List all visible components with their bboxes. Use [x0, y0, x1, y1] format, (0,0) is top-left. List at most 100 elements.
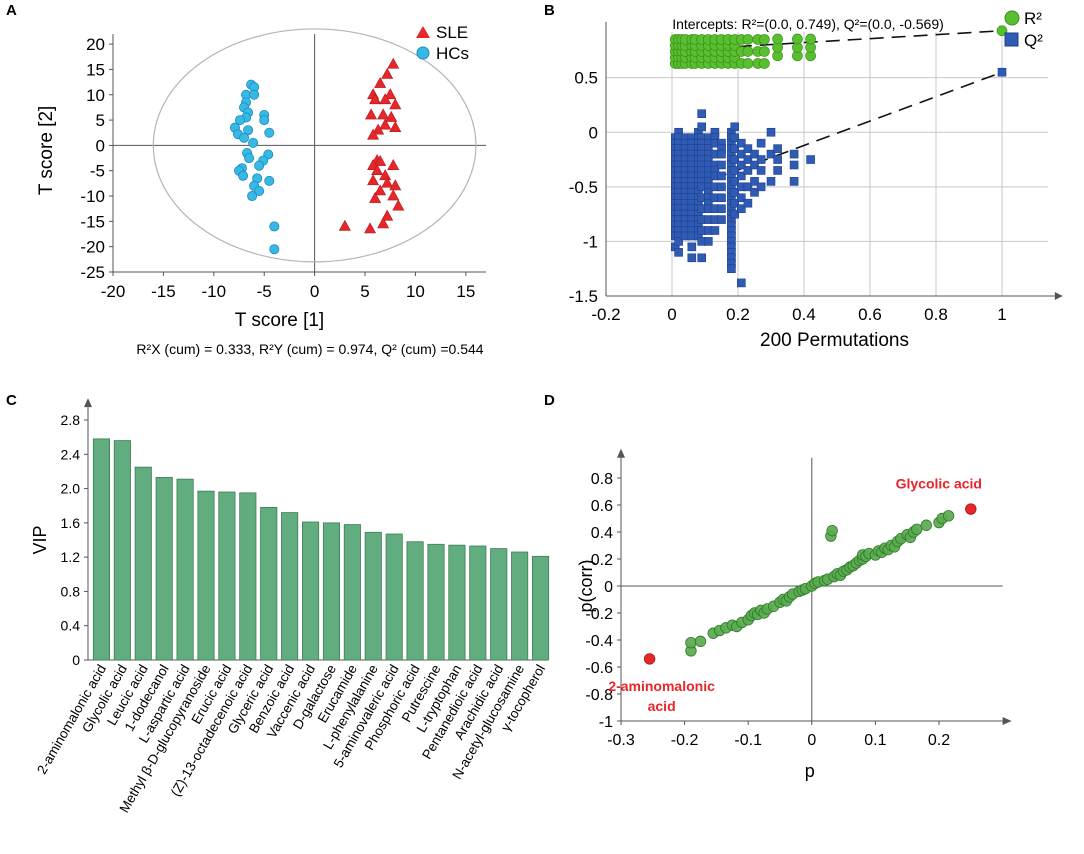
x-tick-label: 0.4 — [792, 305, 816, 324]
y-tick-label: -1 — [599, 714, 613, 731]
q2-point — [756, 182, 766, 192]
vip-bar — [531, 555, 550, 661]
q2-point — [697, 109, 706, 118]
sle-point — [387, 57, 400, 69]
legend-r2-marker — [1004, 10, 1020, 26]
y-tick-label: 0 — [96, 136, 105, 155]
metabolite-point — [911, 523, 923, 536]
sle-point — [381, 209, 394, 221]
q2-point — [717, 204, 726, 213]
intercept-line — [671, 71, 1003, 196]
y-tick-label: 20 — [86, 35, 105, 54]
y-tick-label: -0.2 — [585, 606, 613, 623]
x-tick-label: -15 — [151, 282, 176, 301]
hc-point — [239, 132, 250, 143]
q2-point — [756, 155, 766, 164]
x-tick-label: 0.1 — [864, 732, 886, 749]
y-tick-label: -0.5 — [569, 178, 598, 197]
sle-point — [364, 222, 377, 234]
y-tick-label: -5 — [90, 162, 105, 181]
intercepts-title: Intercepts: R²=(0.0, 0.749), Q²=(0.0, -0… — [672, 16, 944, 32]
vip-bar — [427, 543, 445, 661]
annotation-glycolic-acid: Glycolic acid — [896, 475, 982, 491]
y-tick-label: 5 — [96, 111, 105, 130]
x-axis-title: T score [1] — [235, 310, 324, 331]
vip-bar — [113, 440, 131, 661]
x-tick-label: 0.2 — [726, 305, 750, 324]
highlighted-point — [965, 503, 977, 515]
q2-point — [766, 149, 776, 159]
y-tick-label: -25 — [80, 263, 105, 282]
sle-point — [392, 199, 405, 211]
y-tick-label: -0.4 — [585, 633, 613, 650]
q2-point — [717, 182, 726, 192]
y-axis-title: p(corr) — [576, 560, 596, 613]
vip-bar — [511, 551, 529, 661]
panel-label-a: A — [6, 2, 17, 19]
y-tick-label: 2.8 — [61, 412, 81, 428]
y-tick-label: 2.0 — [61, 481, 81, 497]
r2-point — [759, 34, 770, 45]
q2-point — [806, 155, 815, 164]
hc-point — [254, 185, 265, 196]
hc-point — [269, 221, 280, 232]
x-tick-label: -10 — [202, 282, 227, 301]
q2-point — [687, 242, 697, 252]
q2-point — [743, 144, 753, 153]
vip-bar — [155, 477, 173, 661]
sle-point — [385, 110, 398, 122]
metabolite-point — [920, 519, 932, 531]
q2-point — [789, 160, 799, 170]
r2-point — [742, 58, 754, 69]
q2-point — [773, 144, 782, 153]
sle-point — [367, 128, 380, 140]
r2-point — [742, 34, 754, 45]
q2-point — [737, 149, 746, 159]
sle-point — [381, 176, 394, 188]
q2-point — [730, 177, 739, 186]
y-tick-label: 10 — [86, 86, 105, 105]
sle-point — [374, 184, 387, 196]
sle-point — [389, 98, 402, 110]
q2-point — [743, 155, 753, 164]
y-tick-label: -15 — [80, 212, 105, 231]
hc-point — [259, 115, 270, 126]
x-tick-label: -0.2 — [671, 732, 699, 749]
x-tick-label: -5 — [257, 282, 272, 301]
legend-hcs-label: HCs — [436, 44, 469, 63]
chart-c-vip-bar: 2.82.42.01.61.20.80.40VIP2-aminomalonic … — [30, 398, 550, 815]
q2-point — [773, 166, 782, 175]
y-tick-label: -1 — [583, 232, 598, 251]
sle-point — [369, 191, 382, 203]
hc-point — [249, 89, 260, 100]
q2-point — [737, 160, 746, 170]
q2-point — [697, 253, 706, 263]
metabolite-point — [694, 635, 707, 648]
y-tick-label: 0.2 — [591, 552, 613, 569]
hc-point — [247, 191, 258, 202]
hc-point — [243, 125, 254, 136]
sle-point — [338, 219, 351, 231]
vip-bar — [385, 533, 403, 661]
sle-point — [371, 164, 384, 176]
x-tick-label: -0.2 — [591, 305, 620, 324]
y-tick-label: -0.8 — [585, 687, 613, 704]
hc-point — [264, 127, 275, 138]
vip-bar — [197, 490, 215, 661]
q2-point — [737, 138, 746, 148]
x-tick-label: 0 — [807, 732, 816, 749]
metabolite-point — [942, 510, 955, 522]
sle-point — [379, 93, 392, 105]
q2-point — [730, 209, 739, 219]
q2-point — [717, 171, 726, 181]
hc-point — [248, 137, 259, 148]
q2-point — [766, 127, 776, 137]
y-tick-label: -10 — [80, 187, 105, 206]
q2-point — [687, 253, 697, 263]
vip-bar — [490, 548, 508, 661]
q2-point — [717, 149, 726, 159]
x-tick-label: 5 — [360, 282, 369, 301]
vip-bar — [343, 524, 361, 661]
q2-point — [730, 133, 739, 143]
